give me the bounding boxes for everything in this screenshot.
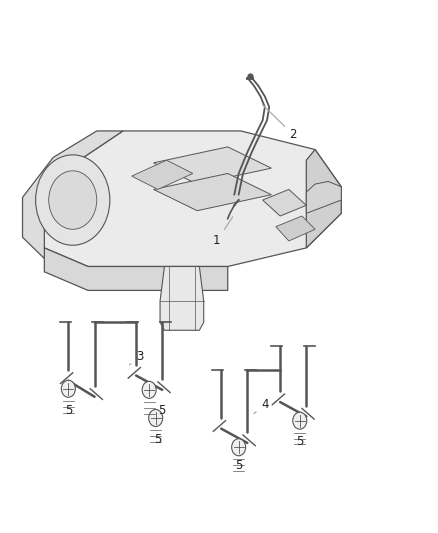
Polygon shape [160, 266, 204, 330]
Text: 4: 4 [254, 398, 268, 414]
Text: 5: 5 [159, 403, 166, 416]
Polygon shape [22, 131, 123, 259]
Text: 5: 5 [154, 433, 162, 446]
Polygon shape [263, 189, 306, 216]
Polygon shape [306, 181, 341, 213]
Polygon shape [44, 131, 341, 266]
Circle shape [142, 381, 156, 398]
Text: 5: 5 [235, 459, 242, 472]
Circle shape [61, 380, 75, 397]
Text: 2: 2 [262, 104, 297, 141]
Text: 1: 1 [213, 217, 233, 247]
Circle shape [232, 439, 246, 456]
Circle shape [35, 155, 110, 245]
Polygon shape [276, 216, 315, 241]
Circle shape [149, 409, 162, 426]
Text: 3: 3 [130, 350, 143, 365]
Text: 5: 5 [65, 403, 72, 416]
Circle shape [293, 412, 307, 429]
Polygon shape [153, 147, 272, 184]
Polygon shape [306, 150, 341, 248]
Text: 5: 5 [296, 435, 304, 448]
Circle shape [49, 171, 97, 229]
Polygon shape [153, 173, 272, 211]
Polygon shape [44, 248, 228, 290]
Polygon shape [132, 160, 193, 189]
